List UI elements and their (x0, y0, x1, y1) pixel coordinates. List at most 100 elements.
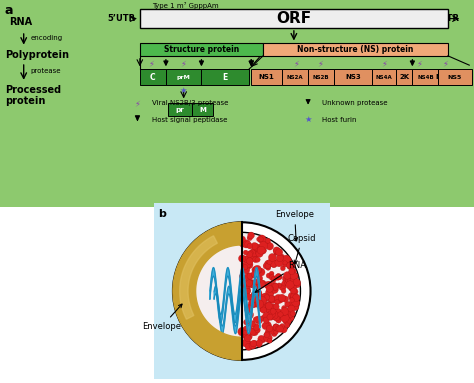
Circle shape (254, 270, 259, 276)
Circle shape (260, 280, 266, 286)
Text: Host furin: Host furin (322, 117, 357, 123)
Text: Processed
protein: Processed protein (5, 85, 61, 106)
Bar (166, 69, 201, 85)
Circle shape (243, 265, 248, 270)
Circle shape (248, 300, 256, 308)
Text: Capsid: Capsid (288, 234, 316, 264)
Circle shape (293, 279, 301, 286)
Circle shape (273, 324, 279, 329)
Text: NS4A: NS4A (375, 75, 392, 80)
Circle shape (245, 258, 252, 265)
Circle shape (263, 312, 270, 319)
Bar (438, 69, 472, 85)
Circle shape (265, 303, 273, 309)
Circle shape (245, 284, 250, 289)
Circle shape (264, 332, 270, 338)
Circle shape (266, 282, 273, 289)
Circle shape (242, 286, 251, 295)
Circle shape (281, 314, 289, 322)
Circle shape (269, 275, 275, 280)
Text: a: a (5, 4, 13, 17)
Circle shape (245, 294, 252, 300)
Circle shape (269, 304, 276, 311)
Circle shape (268, 314, 274, 320)
Text: Viral NS2B/3 protease: Viral NS2B/3 protease (152, 100, 228, 106)
Circle shape (290, 298, 294, 303)
Circle shape (287, 277, 292, 282)
FancyBboxPatch shape (147, 196, 337, 383)
Circle shape (255, 300, 260, 305)
Circle shape (278, 294, 286, 302)
Bar (396, 69, 412, 85)
Circle shape (282, 306, 287, 311)
Circle shape (265, 313, 270, 318)
Circle shape (257, 246, 265, 254)
Circle shape (253, 324, 260, 331)
Circle shape (242, 287, 250, 296)
Circle shape (257, 275, 263, 282)
Circle shape (281, 308, 289, 315)
Circle shape (273, 324, 280, 331)
Circle shape (265, 307, 272, 313)
Circle shape (276, 283, 282, 288)
Text: b: b (158, 209, 166, 219)
Circle shape (290, 277, 295, 283)
Circle shape (288, 305, 295, 313)
Circle shape (248, 295, 255, 301)
Circle shape (253, 257, 258, 263)
Bar (438, 69, 469, 85)
Circle shape (240, 279, 248, 287)
Circle shape (256, 280, 265, 288)
Circle shape (255, 300, 264, 308)
Text: E: E (222, 72, 228, 82)
Circle shape (255, 247, 264, 256)
Circle shape (242, 240, 250, 248)
Circle shape (267, 311, 275, 319)
Text: Unknown protease: Unknown protease (322, 100, 388, 106)
Circle shape (244, 255, 251, 263)
Circle shape (252, 273, 257, 278)
Circle shape (255, 327, 260, 333)
Circle shape (271, 286, 278, 293)
Circle shape (265, 265, 271, 270)
Bar (201, 69, 249, 85)
Circle shape (244, 332, 251, 339)
Circle shape (248, 232, 255, 239)
Text: NS1: NS1 (259, 74, 274, 80)
Circle shape (238, 327, 246, 336)
Text: Non-structure (NS) protein: Non-structure (NS) protein (297, 45, 414, 54)
Circle shape (265, 238, 271, 243)
Text: 3’UTR: 3’UTR (432, 14, 460, 23)
Circle shape (258, 295, 265, 301)
Circle shape (255, 257, 260, 262)
Circle shape (265, 288, 274, 297)
Circle shape (258, 300, 266, 308)
Text: NS2B: NS2B (313, 75, 329, 80)
Circle shape (247, 273, 253, 279)
Circle shape (256, 245, 263, 252)
Circle shape (279, 283, 286, 291)
Text: Structure protein: Structure protein (164, 45, 239, 54)
Circle shape (255, 292, 260, 297)
Bar (263, 43, 448, 56)
Circle shape (279, 313, 285, 319)
Bar (168, 103, 192, 116)
Text: pr: pr (176, 106, 184, 113)
Text: ⚡: ⚡ (443, 59, 448, 68)
Circle shape (264, 295, 270, 300)
Circle shape (249, 342, 256, 349)
Circle shape (286, 262, 292, 268)
Text: ⚡: ⚡ (417, 59, 422, 68)
Circle shape (267, 260, 272, 265)
Circle shape (250, 340, 257, 347)
Circle shape (253, 317, 259, 322)
Circle shape (275, 258, 283, 267)
Circle shape (242, 339, 250, 347)
Circle shape (276, 255, 283, 262)
Circle shape (270, 308, 276, 314)
Circle shape (267, 314, 273, 320)
Circle shape (289, 268, 295, 275)
Circle shape (278, 254, 285, 261)
Circle shape (250, 248, 258, 257)
Circle shape (261, 301, 267, 307)
